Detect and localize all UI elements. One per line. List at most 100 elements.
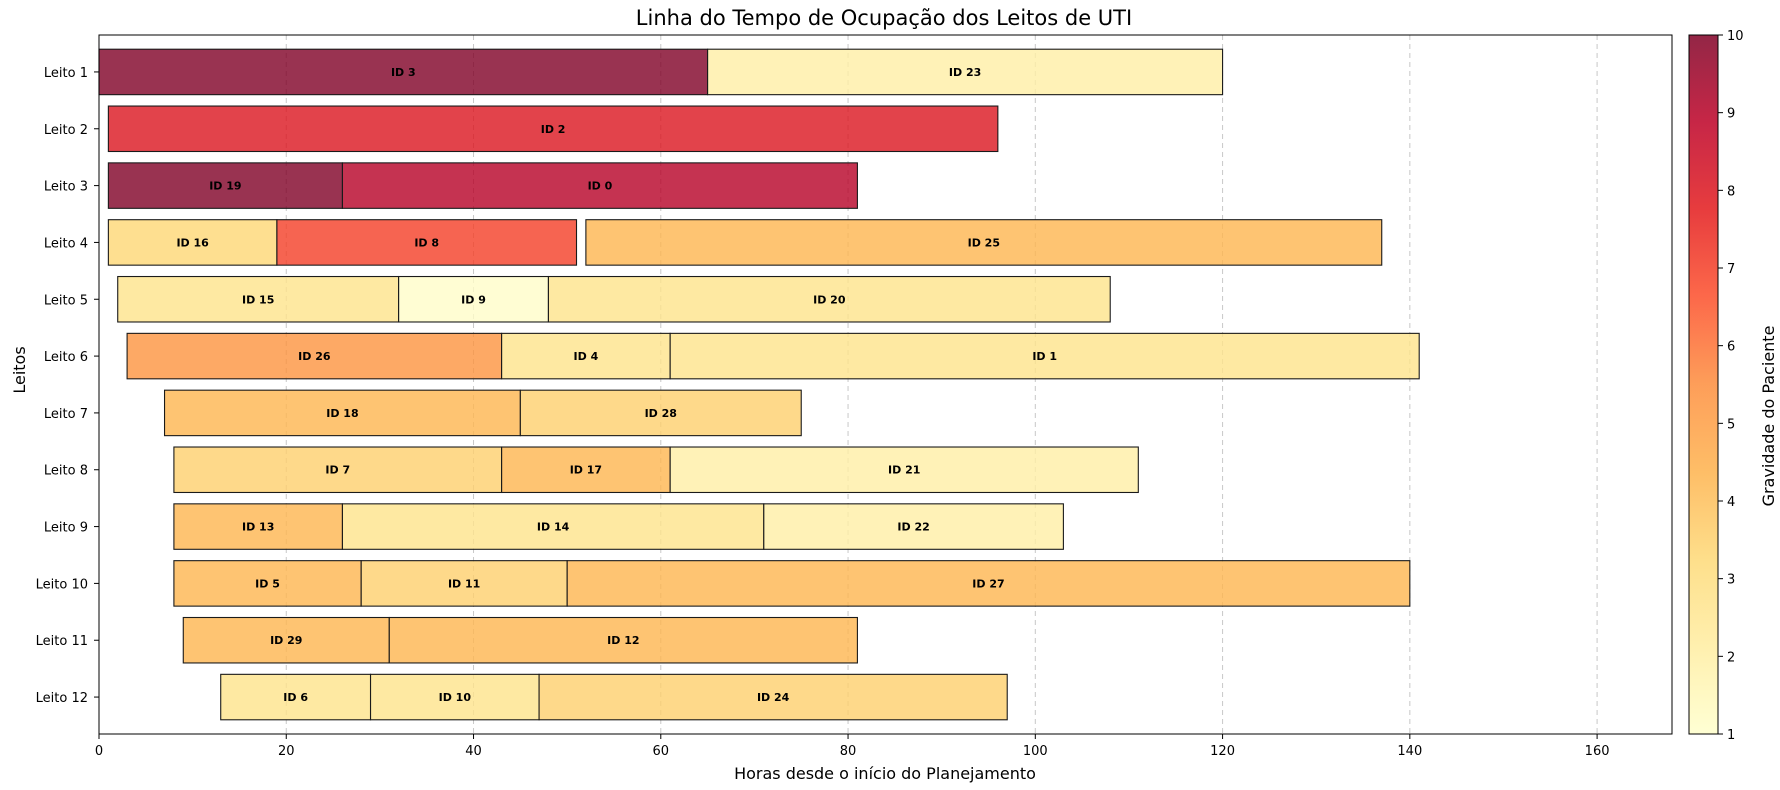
bar-label: ID 7: [325, 464, 350, 477]
bar: [707, 48, 1224, 96]
x-tick-label: 80: [840, 744, 857, 759]
y-tick-label: Leito 10: [36, 577, 88, 592]
y-tick-label: Leito 5: [44, 293, 88, 308]
bar-label: ID 9: [461, 293, 486, 306]
x-axis: 0 20 40 60 80 100 120 140 160: [95, 734, 1610, 759]
bar-label: ID 8: [414, 236, 439, 249]
bar: [501, 446, 671, 494]
bar-label: ID 14: [537, 521, 570, 534]
bar: [566, 560, 1411, 607]
x-tick-label: 40: [465, 744, 482, 759]
colorbar-tick-label: 5: [1727, 417, 1735, 432]
bar-label: ID 12: [607, 634, 639, 647]
bar-label: ID 17: [570, 464, 602, 477]
bar: [173, 560, 362, 607]
y-axis: Leito 1 Leito 2 Leito 3 Leito 4 Leito 5 Leito…: [36, 66, 99, 706]
bar: [126, 332, 503, 380]
bar-label: ID 26: [298, 350, 331, 363]
bar-label: ID 0: [588, 180, 613, 193]
bar: [98, 48, 709, 96]
bar: [220, 673, 372, 721]
bar-label: ID 10: [439, 691, 472, 704]
colorbar-tick-label: 3: [1727, 573, 1735, 588]
colorbar-tick-label: 8: [1727, 184, 1735, 199]
bar: [173, 503, 343, 550]
y-tick-label: Leito 11: [36, 634, 88, 649]
bar-label: ID 28: [645, 407, 677, 420]
colorbar-tick-label: 7: [1727, 262, 1735, 277]
y-tick-label: Leito 1: [44, 66, 88, 81]
bar-label: ID 2: [541, 123, 566, 136]
colorbar-gradient: [1688, 34, 1719, 735]
bar-label: ID 21: [888, 464, 920, 477]
x-tick-label: 140: [1397, 744, 1422, 759]
bar-label: ID 13: [242, 521, 274, 534]
bar-label: ID 1: [1032, 350, 1057, 363]
y-tick-label: Leito 3: [44, 180, 88, 195]
bar-label: ID 25: [968, 236, 1000, 249]
bar: [369, 673, 540, 721]
y-tick-label: Leito 12: [36, 691, 88, 706]
y-tick-label: Leito 9: [44, 521, 88, 536]
y-tick-label: Leito 4: [44, 236, 88, 251]
bar: [669, 332, 1420, 380]
bar: [547, 275, 1111, 323]
y-axis-title: Leitos: [10, 346, 29, 393]
x-tick-label: 60: [653, 744, 670, 759]
bar: [398, 275, 549, 323]
bar-label: ID 20: [813, 293, 846, 306]
bar-label: ID 22: [897, 521, 929, 534]
bar: [117, 275, 400, 323]
bar: [388, 616, 858, 664]
bar-label: ID 4: [574, 350, 599, 363]
colorbar-ticks: 1 2 3 4 5 6 7 8 9 10: [1718, 29, 1744, 743]
plot-frame: [98, 34, 1673, 735]
bar-label: ID 23: [949, 66, 981, 79]
y-tick-label: Leito 6: [44, 350, 88, 365]
bar-label: ID 16: [176, 236, 209, 249]
bar: [107, 105, 999, 153]
bar-label: ID 3: [391, 66, 416, 79]
x-tick-label: 120: [1210, 744, 1235, 759]
bar: [669, 446, 1139, 494]
colorbar-tick-label: 6: [1727, 340, 1735, 355]
y-tick-label: Leito 2: [44, 123, 88, 138]
bar-label: ID 5: [255, 577, 280, 590]
colorbar-tick-label: 10: [1727, 29, 1744, 44]
bar: [107, 162, 343, 209]
bars: ID 3 ID 23 ID 2 ID 19 ID 0 ID 16 ID 8 ID 25 ID 1…: [98, 48, 1420, 721]
x-tick-label: 20: [278, 744, 295, 759]
x-axis-title: Horas desde o início do Planejamento: [734, 764, 1036, 783]
bar-label: ID 15: [242, 293, 274, 306]
colorbar: 1 2 3 4 5 6 7 8 9 10 Gravidade do Paciente: [1688, 29, 1778, 743]
colorbar-title: Gravidade do Paciente: [1759, 326, 1778, 507]
colorbar-tick-label: 9: [1727, 107, 1735, 122]
bar: [763, 503, 1064, 550]
bar-label: ID 27: [972, 577, 1004, 590]
bar: [173, 446, 503, 494]
colorbar-tick-label: 1: [1727, 728, 1735, 743]
bar: [107, 219, 278, 266]
bar-label: ID 29: [270, 634, 302, 647]
bar-label: ID 19: [209, 180, 241, 193]
bar: [341, 503, 765, 550]
bar-label: ID 11: [448, 577, 480, 590]
bar: [519, 389, 802, 437]
bar-label: ID 18: [326, 407, 358, 420]
bar-label: ID 6: [283, 691, 308, 704]
chart-title: Linha do Tempo de Ocupação dos Leitos de…: [636, 6, 1132, 30]
bar: [585, 219, 1383, 266]
colorbar-tick-label: 2: [1727, 650, 1735, 665]
bar: [341, 162, 858, 209]
colorbar-tick-label: 4: [1727, 495, 1735, 510]
bar-label: ID 24: [757, 691, 790, 704]
bar: [276, 219, 578, 266]
bar: [538, 673, 1008, 721]
x-tick-label: 100: [1023, 744, 1048, 759]
x-tick-label: 0: [95, 744, 103, 759]
y-tick-label: Leito 8: [44, 464, 88, 479]
bar: [501, 332, 671, 380]
x-tick-label: 160: [1585, 744, 1610, 759]
y-tick-label: Leito 7: [44, 407, 88, 422]
